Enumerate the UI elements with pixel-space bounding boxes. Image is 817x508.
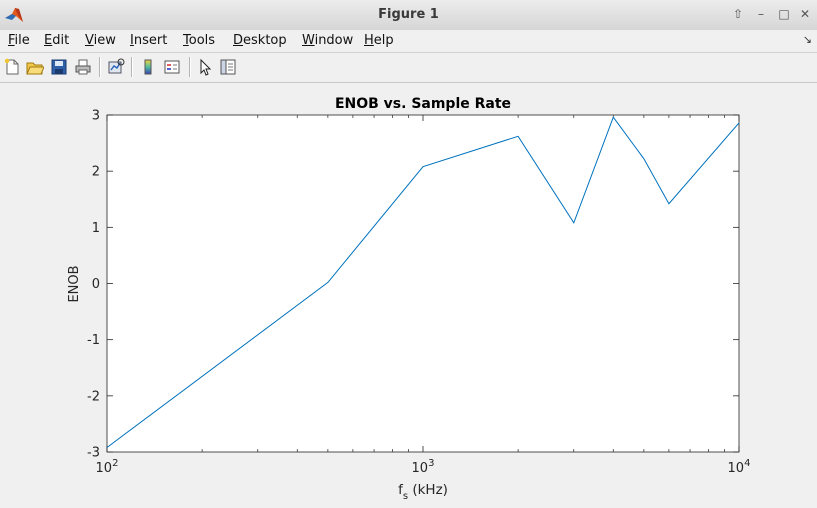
x-tick-label-base: 10 <box>728 461 745 476</box>
colorbar-icon[interactable] <box>139 58 157 76</box>
x-tick-label-base: 10 <box>412 461 429 476</box>
x-tick-label: 103 <box>412 458 435 476</box>
close-icon[interactable]: ✕ <box>797 6 813 22</box>
minimize-icon[interactable]: – <box>753 6 769 22</box>
new-figure-icon[interactable] <box>3 58 21 76</box>
menu-view[interactable]: View <box>85 33 116 48</box>
x-tick-label: 104 <box>728 458 751 476</box>
toolbar-separator <box>189 57 191 77</box>
window-title: Figure 1 <box>0 7 817 22</box>
y-tick-label: -2 <box>87 389 100 404</box>
x-axis-label-unit: (kHz) <box>408 482 448 498</box>
menu-tools[interactable]: Tools <box>183 33 215 48</box>
y-axis-label: ENOB <box>67 265 82 302</box>
link-plot-icon[interactable] <box>107 58 125 76</box>
menu-file[interactable]: File <box>8 33 30 48</box>
menu-insert[interactable]: Insert <box>130 33 167 48</box>
menu-window[interactable]: Window <box>302 33 353 48</box>
menu-help[interactable]: Help <box>364 33 394 48</box>
x-tick-label-base: 10 <box>96 461 113 476</box>
y-tick-label: 1 <box>92 221 100 236</box>
pointer-icon[interactable] <box>196 58 214 76</box>
open-file-icon[interactable] <box>26 58 44 76</box>
y-tick-label: -3 <box>87 446 100 461</box>
menu-bar: File Edit View Insert Tools Desktop Wind… <box>0 30 817 53</box>
toolbar <box>0 53 817 83</box>
menu-edit[interactable]: Edit <box>44 33 69 48</box>
title-bar: Figure 1 ⇧ – □ ✕ <box>0 0 817 31</box>
figure-canvas: -3 -2 -1 0 1 2 3 102 103 104 ENOB vs. Sample Rate… <box>0 83 817 508</box>
dock-arrow-icon[interactable]: ↘ <box>803 33 812 46</box>
save-icon[interactable] <box>50 58 68 76</box>
chart-title: ENOB vs. Sample Rate <box>335 96 511 112</box>
y-tick-label: 3 <box>92 109 100 124</box>
x-tick-label-exponent: 2 <box>112 458 118 469</box>
menu-desktop[interactable]: Desktop <box>233 33 287 48</box>
x-tick-label-exponent: 4 <box>744 458 750 469</box>
y-tick-label: -1 <box>87 333 100 348</box>
print-icon[interactable] <box>74 58 92 76</box>
y-tick-label: 2 <box>92 165 100 180</box>
x-tick-label: 102 <box>96 458 119 476</box>
pin-icon[interactable]: ⇧ <box>730 6 746 22</box>
maximize-icon[interactable]: □ <box>776 6 792 22</box>
axes-background[interactable] <box>107 115 739 452</box>
property-editor-icon[interactable] <box>219 58 237 76</box>
toolbar-separator <box>131 57 133 77</box>
y-tick-label: 0 <box>92 277 100 292</box>
legend-icon[interactable] <box>163 58 181 76</box>
x-axis-label: fs (kHz) <box>398 482 448 502</box>
x-tick-label-exponent: 3 <box>428 458 434 469</box>
toolbar-separator <box>99 57 101 77</box>
